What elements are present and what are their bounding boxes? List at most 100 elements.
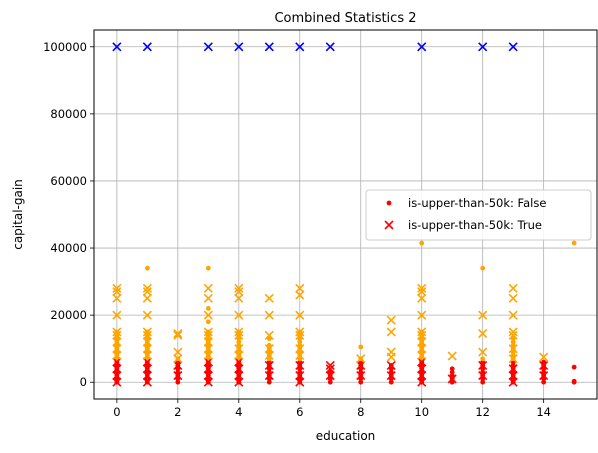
data-point-x xyxy=(234,370,244,381)
x-tick-label: 4 xyxy=(235,405,242,419)
data-point-x xyxy=(112,293,122,303)
data-point-dot xyxy=(510,339,516,345)
data-point-x xyxy=(264,310,274,320)
data-point-x xyxy=(203,337,213,347)
data-point-x xyxy=(417,283,427,293)
data-point-x xyxy=(112,327,122,337)
data-point-x xyxy=(203,370,213,381)
data-point-x xyxy=(203,377,213,387)
data-point-x xyxy=(264,42,274,52)
data-point-dot xyxy=(480,265,486,271)
data-point-x xyxy=(478,347,488,357)
data-point-dot xyxy=(388,379,394,385)
data-point-x xyxy=(203,364,213,374)
data-point-x xyxy=(386,347,396,357)
data-point-x xyxy=(203,283,213,293)
data-point-x xyxy=(112,337,122,347)
data-point-x xyxy=(112,42,122,52)
data-point-x xyxy=(203,357,213,367)
data-point-x xyxy=(203,327,213,337)
data-point-x xyxy=(112,350,122,360)
data-point-x xyxy=(264,344,274,354)
data-point-x xyxy=(112,364,122,374)
data-point-x xyxy=(234,344,244,354)
data-point-x xyxy=(234,42,244,52)
data-point-x xyxy=(508,330,518,340)
data-point-x xyxy=(386,315,396,325)
data-point-x xyxy=(203,293,213,303)
data-point-x xyxy=(142,310,152,320)
x-tick-label: 10 xyxy=(414,405,429,419)
data-point-x xyxy=(508,327,518,337)
data-point-dot xyxy=(175,379,181,385)
data-point-x xyxy=(264,293,274,303)
data-point-x xyxy=(234,293,244,303)
data-point-x xyxy=(508,283,518,293)
data-point-dot xyxy=(480,379,486,385)
data-point-x xyxy=(508,293,518,303)
data-point-x xyxy=(508,42,518,52)
data-point-x xyxy=(386,327,396,337)
data-point-dot xyxy=(449,366,455,372)
data-point-x xyxy=(142,370,152,381)
data-point-x xyxy=(447,374,457,384)
y-tick-label: 40000 xyxy=(50,241,87,255)
y-tick-label: 0 xyxy=(80,375,87,389)
data-point-x xyxy=(112,310,122,320)
data-point-x xyxy=(478,310,488,320)
data-point-x xyxy=(234,310,244,320)
data-point-x xyxy=(112,370,122,381)
data-point-x xyxy=(508,377,518,387)
legend: is-upper-than-50k: False is-upper-than-5… xyxy=(365,189,592,241)
x-tick-label: 6 xyxy=(296,405,303,419)
legend-box xyxy=(365,189,592,241)
data-point-x xyxy=(417,330,427,340)
data-point-x xyxy=(386,370,396,381)
data-point-x xyxy=(356,370,366,381)
data-point-x xyxy=(173,354,183,364)
legend-dot xyxy=(386,200,392,206)
data-point-dot xyxy=(297,339,303,345)
data-point-x xyxy=(417,364,427,374)
data-point-x xyxy=(417,337,427,347)
data-point-x xyxy=(234,350,244,360)
data-point-x xyxy=(142,344,152,354)
data-point-x xyxy=(142,327,152,337)
data-point-x xyxy=(264,360,274,371)
data-point-x xyxy=(295,283,305,293)
x-axis-ticks: 0 2 4 6 8 10 12 14 xyxy=(113,399,551,419)
data-point-x xyxy=(234,283,244,293)
data-point-x xyxy=(173,329,183,339)
data-point-x xyxy=(112,357,122,367)
data-point-dot xyxy=(449,369,455,375)
data-point-x xyxy=(539,370,549,381)
data-point-x xyxy=(295,360,305,371)
x-tick-label: 8 xyxy=(357,405,364,419)
data-point-x xyxy=(295,310,305,320)
data-point-dot xyxy=(236,339,242,345)
data-point-x xyxy=(234,330,244,340)
x-tick-label: 12 xyxy=(475,405,490,419)
data-point-x xyxy=(417,357,427,367)
data-point-x xyxy=(142,293,152,303)
data-point-x xyxy=(112,344,122,354)
data-point-x xyxy=(356,354,366,364)
data-point-x xyxy=(112,377,122,387)
data-point-x xyxy=(417,42,427,52)
data-point-x xyxy=(478,370,488,381)
data-point-x xyxy=(142,350,152,360)
data-point-dot xyxy=(266,379,272,385)
data-point-x xyxy=(173,360,183,371)
data-point-dot xyxy=(205,265,211,271)
y-tick-label: 60000 xyxy=(50,174,87,188)
plot-frame xyxy=(93,29,598,400)
legend-label-true: is-upper-than-50k: True xyxy=(408,218,542,232)
data-point-x xyxy=(478,329,488,339)
data-point-x xyxy=(508,344,518,354)
data-point-x xyxy=(295,290,305,300)
x-tick-label: 14 xyxy=(536,405,551,419)
data-point-dot xyxy=(205,319,211,325)
legend-marker-false xyxy=(386,200,392,206)
data-point-x xyxy=(234,377,244,387)
data-point-x xyxy=(264,330,274,340)
